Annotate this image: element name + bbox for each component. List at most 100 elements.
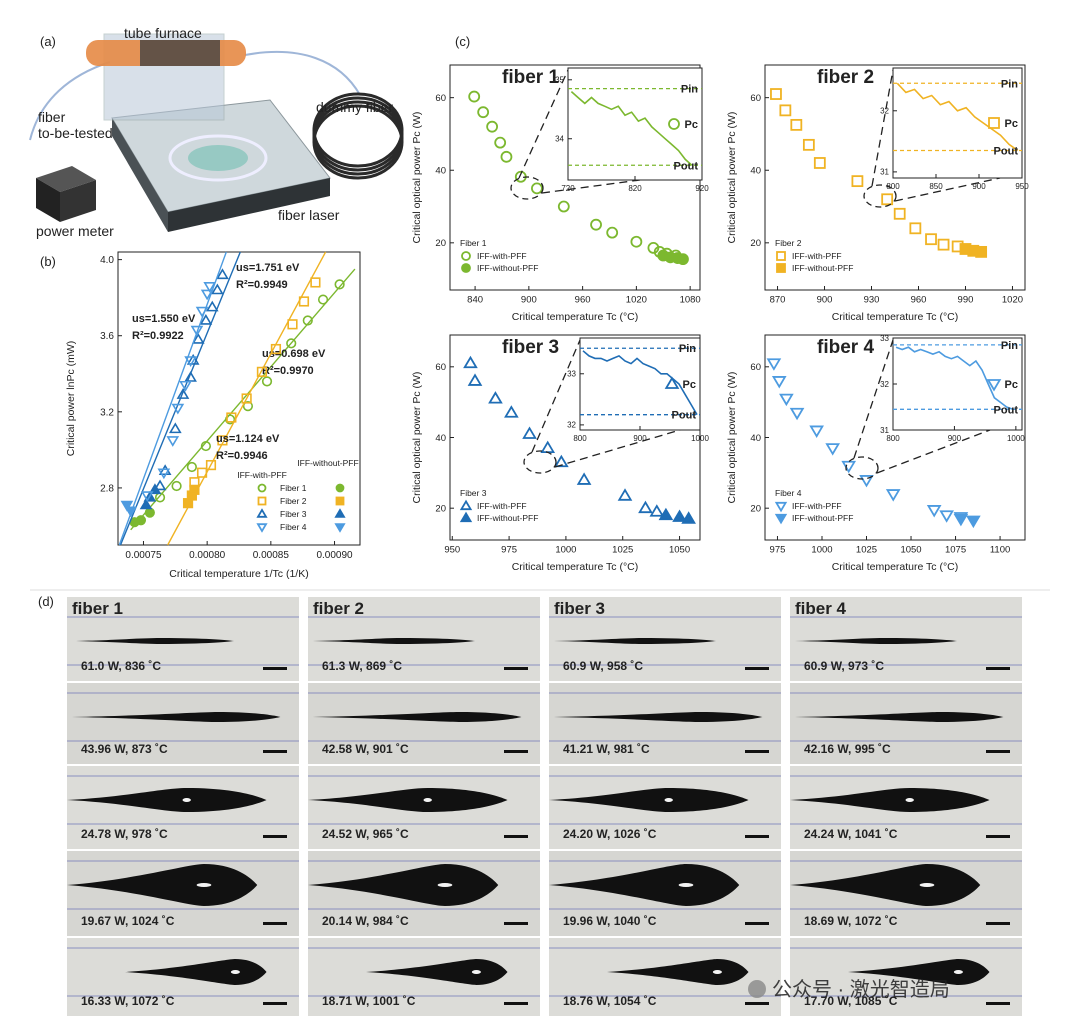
y-tick-label: 33 [567,370,576,379]
x-tick-label: 975 [770,545,786,556]
scale-bar [745,750,769,753]
power-meter-top [36,166,96,192]
plot-frame [117,251,361,546]
chart-title: fiber 3 [502,337,559,358]
data-point [166,436,180,447]
x-tick-label: 1050 [669,545,690,556]
inset-marker [986,379,1002,392]
x-tick-label: 1025 [856,545,877,556]
legend-label: Fiber 3 [280,509,307,519]
plot-frame [892,337,1023,431]
inset-marker [668,118,680,130]
x-tick-label: 1020 [1002,295,1023,306]
droplet-highlight [471,970,481,974]
fuse-droplet [549,788,749,812]
data-point [504,405,519,418]
data-point [488,391,503,404]
micrograph [308,683,540,764]
laser-coil [188,145,248,171]
setup-label: dummy fiber [316,99,393,115]
micrograph-label: 18.69 W, 1072 ˚C [804,914,898,928]
y-tick-label: 40 [750,166,761,177]
micrograph-label: 18.76 W, 1054 ˚C [563,994,657,1008]
data-point [809,425,824,438]
x-tick-label: 720 [561,184,575,193]
fiber-line [29,61,111,141]
x-tick-label: 900 [948,434,962,443]
zoom-guide [871,69,894,187]
legend-label: IFF-with-PFF [477,501,527,511]
data-point [203,282,217,293]
inset-label: Pout [672,410,697,422]
legend-marker [774,501,788,513]
droplet-highlight [678,883,694,887]
data-point [148,483,162,495]
scale-bar [986,667,1010,670]
micrograph-label: 42.16 W, 995 ˚C [804,742,891,756]
zoom-guide [876,429,991,474]
scale-bar [504,750,528,753]
scale-bar [745,835,769,838]
y-tick-label: 32 [880,380,889,389]
y-axis-label: Critical optical power Pc (W) [411,372,423,504]
power-meter-side [60,180,96,222]
zoom-guide [541,179,641,194]
x-tick-label: 1000 [691,434,709,443]
data-point [590,218,602,231]
data-point [168,422,182,434]
x-tick-label: 900 [521,295,537,306]
data-point [120,500,134,512]
legend-marker [459,511,473,523]
fuse-droplet [790,864,981,906]
y-tick-label: 60 [750,93,761,104]
data-point [186,461,197,473]
data-point [463,355,478,369]
y-tick-label: 32 [567,421,576,430]
setup-illustration [29,33,404,232]
data-point [939,510,954,523]
fit-annotation: R²=0.9946 [216,450,268,462]
column-title: fiber 2 [313,599,364,618]
x-tick-label: 0.00080 [189,550,226,561]
scale-bar [504,667,528,670]
y-tick-label: 34 [555,135,564,144]
inset-label: Pc [1005,118,1018,130]
x-axis-label: Critical temperature Tc (°C) [512,311,639,323]
micrograph [67,683,299,764]
micrograph-label: 43.96 W, 873 ˚C [81,742,168,756]
column-title: fiber 3 [554,599,605,618]
data-point [531,182,543,195]
panel-label: (c) [455,34,470,49]
zoom-region [863,184,897,208]
x-tick-label: 800 [886,182,900,191]
x-tick-label: 930 [864,295,880,306]
scale-bar [745,922,769,925]
fuse-droplet [553,712,763,722]
chart-title: fiber 4 [817,337,874,358]
x-tick-label: 1075 [945,545,966,556]
data-point [851,175,864,188]
y-tick-label: 31 [880,168,889,177]
y-tick-label: 20 [435,238,446,249]
inset-label: Pin [681,84,698,96]
fuse-droplet [308,788,508,812]
y-tick-label: 32 [880,107,889,116]
scale-bar [745,667,769,670]
setup-label: tube furnace [124,25,202,41]
data-point [975,245,988,258]
fit-annotation: R²=0.9970 [262,365,314,377]
panel-label: (d) [38,594,54,609]
fuse-droplet [71,638,235,644]
x-tick-label: 900 [972,182,986,191]
y-tick-label: 40 [750,433,761,444]
y-tick-label: 33 [880,334,889,343]
x-tick-label: 0.00075 [125,550,162,561]
y-tick-label: 40 [435,166,446,177]
inset-label: Pc [685,119,698,131]
scale-bar [504,1002,528,1005]
legend-title: Fiber 1 [460,238,487,248]
y-tick-label: 20 [750,504,761,515]
data-point [606,226,619,239]
setup-label: power meter [36,223,114,239]
chart-title: fiber 1 [502,67,559,88]
